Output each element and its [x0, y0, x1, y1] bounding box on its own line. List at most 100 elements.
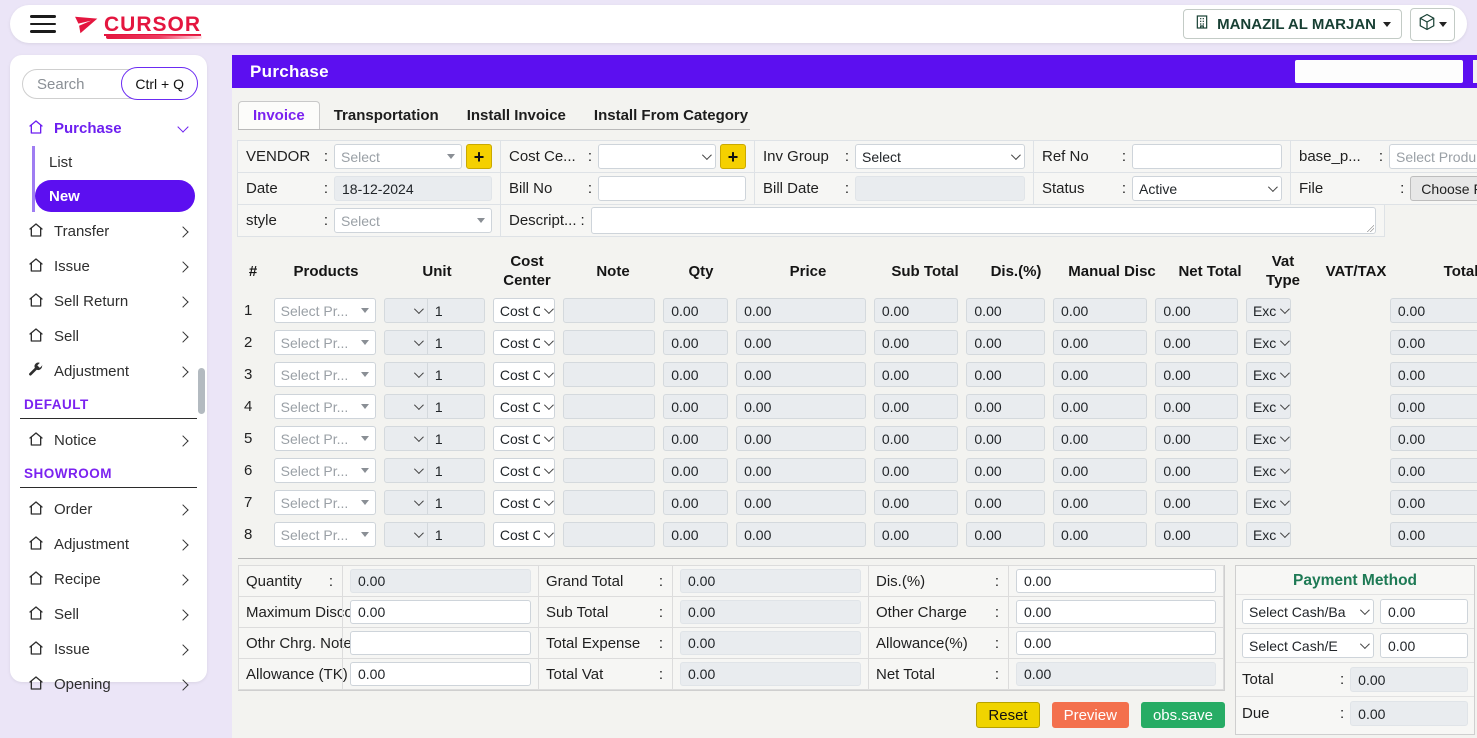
branch-selector-button[interactable]: MANAZIL AL MARJAN [1183, 9, 1402, 39]
total-vat-value[interactable]: 0.00 [680, 662, 861, 686]
manual-disc-input[interactable]: 0.00 [1053, 298, 1148, 323]
sub-total-input[interactable]: 0.00 [873, 522, 959, 547]
payment-amount-input-2[interactable]: 0.00 [1380, 633, 1468, 658]
payment-account-select-1[interactable]: Select Cash/Ba [1242, 599, 1374, 624]
cost-center-select[interactable] [598, 144, 716, 169]
preview-button[interactable]: Preview [1051, 702, 1129, 728]
max-discount-input[interactable]: 0.00 [350, 600, 531, 624]
vat-type-select[interactable]: Exc [1245, 362, 1292, 387]
net-total-input[interactable]: 0.00 [1155, 490, 1238, 515]
product-select[interactable]: Select Pr... [273, 298, 376, 323]
price-input[interactable]: 0.00 [736, 298, 866, 323]
sidebar-item-purchase[interactable]: Purchase [20, 111, 197, 146]
style-select[interactable]: Select [334, 208, 492, 233]
choose-file-button[interactable]: Choose File [1410, 176, 1477, 201]
other-charge-input[interactable]: 0.00 [1016, 600, 1216, 624]
total-input[interactable]: 0.00 [1389, 522, 1477, 547]
sidebar-item-sell[interactable]: Sell [20, 319, 197, 354]
dis-input[interactable]: 0.00 [966, 458, 1046, 483]
sub-total-input[interactable]: 0.00 [873, 458, 959, 483]
tab-invoice[interactable]: Invoice [238, 101, 320, 129]
price-input[interactable]: 0.00 [736, 490, 866, 515]
total-input[interactable]: 0.00 [1389, 330, 1477, 355]
vat-type-select[interactable]: Exc [1245, 426, 1292, 451]
net-total-value[interactable]: 0.00 [1016, 662, 1216, 686]
product-select[interactable]: Select Pr... [273, 394, 376, 419]
unit-select[interactable] [383, 394, 428, 419]
payment-total-value[interactable]: 0.00 [1350, 667, 1468, 692]
total-expense-value[interactable]: 0.00 [680, 631, 861, 655]
row-cost-center-select[interactable]: Cost Ce [492, 362, 555, 387]
sidebar-item-issue-showroom[interactable]: Issue [20, 632, 197, 667]
dis-input[interactable]: 0.00 [966, 394, 1046, 419]
dis-input[interactable]: 0.00 [966, 426, 1046, 451]
date-input[interactable]: 18-12-2024 [334, 176, 492, 201]
product-select[interactable]: Select Pr... [273, 362, 376, 387]
product-select[interactable]: Select Pr... [273, 330, 376, 355]
tab-install-invoice[interactable]: Install Invoice [466, 107, 566, 124]
manual-disc-input[interactable]: 0.00 [1053, 394, 1148, 419]
sidebar-item-order[interactable]: Order [20, 492, 197, 527]
bill-no-input[interactable] [598, 176, 746, 201]
unit-select[interactable] [383, 330, 428, 355]
payment-amount-input-1[interactable]: 0.00 [1380, 599, 1468, 624]
sidebar-item-transfer[interactable]: Transfer [20, 214, 197, 249]
product-select[interactable]: Select Pr... [273, 458, 376, 483]
row-cost-center-select[interactable]: Cost Ce [492, 426, 555, 451]
vat-type-select[interactable]: Exc [1245, 330, 1292, 355]
qty-input[interactable]: 0.00 [663, 490, 729, 515]
unit-qty-input[interactable]: 1 [426, 490, 485, 515]
app-logo[interactable]: CURSOR [74, 9, 201, 40]
note-input[interactable] [562, 426, 656, 451]
sub-total-input[interactable]: 0.00 [873, 394, 959, 419]
manual-disc-input[interactable]: 0.00 [1053, 458, 1148, 483]
sidebar-item-recipe[interactable]: Recipe [20, 562, 197, 597]
ref-no-input[interactable] [1132, 144, 1282, 169]
note-input[interactable] [562, 490, 656, 515]
note-input[interactable] [562, 394, 656, 419]
manual-disc-input[interactable]: 0.00 [1053, 522, 1148, 547]
sub-total-input[interactable]: 0.00 [873, 330, 959, 355]
product-select[interactable]: Select Pr... [273, 426, 376, 451]
vat-type-select[interactable]: Exc [1245, 522, 1292, 547]
qty-input[interactable]: 0.00 [663, 426, 729, 451]
price-input[interactable]: 0.00 [736, 458, 866, 483]
description-textarea[interactable] [590, 207, 1376, 234]
unit-qty-input[interactable]: 1 [426, 362, 485, 387]
inv-group-select[interactable]: Select [855, 144, 1025, 169]
vat-type-select[interactable]: Exc [1245, 490, 1292, 515]
row-cost-center-select[interactable]: Cost Ce [492, 522, 555, 547]
note-input[interactable] [562, 330, 656, 355]
dis-input[interactable]: 0.00 [966, 298, 1046, 323]
vendor-select[interactable]: Select [334, 144, 462, 169]
othr-chrg-note-input[interactable] [350, 631, 531, 655]
product-select[interactable]: Select Pr... [273, 522, 376, 547]
sub-total-input[interactable]: 0.00 [873, 426, 959, 451]
row-cost-center-select[interactable]: Cost Ce [492, 458, 555, 483]
total-input[interactable]: 0.00 [1389, 394, 1477, 419]
qty-input[interactable]: 0.00 [663, 394, 729, 419]
unit-select[interactable] [383, 362, 428, 387]
base-product-select[interactable]: Select Produ [1389, 144, 1477, 169]
quantity-value[interactable]: 0.00 [350, 569, 531, 593]
sidebar-scrollbar[interactable] [198, 368, 205, 414]
manual-disc-input[interactable]: 0.00 [1053, 490, 1148, 515]
sub-total-value[interactable]: 0.00 [680, 600, 861, 624]
net-total-input[interactable]: 0.00 [1155, 298, 1238, 323]
note-input[interactable] [562, 522, 656, 547]
unit-select[interactable] [383, 490, 428, 515]
bill-date-input[interactable] [855, 176, 1025, 201]
net-total-input[interactable]: 0.00 [1155, 522, 1238, 547]
reset-button[interactable]: Reset [976, 702, 1040, 728]
manual-disc-input[interactable]: 0.00 [1053, 330, 1148, 355]
payment-account-select-2[interactable]: Select Cash/E [1242, 633, 1374, 658]
qty-input[interactable]: 0.00 [663, 298, 729, 323]
total-input[interactable]: 0.00 [1389, 458, 1477, 483]
sidebar-item-adjustment[interactable]: Adjustment [20, 354, 197, 389]
manual-disc-input[interactable]: 0.00 [1053, 426, 1148, 451]
unit-select[interactable] [383, 458, 428, 483]
total-input[interactable]: 0.00 [1389, 490, 1477, 515]
status-select[interactable]: Active [1132, 176, 1282, 201]
unit-qty-input[interactable]: 1 [426, 522, 485, 547]
save-button[interactable]: obs.save [1140, 702, 1225, 728]
